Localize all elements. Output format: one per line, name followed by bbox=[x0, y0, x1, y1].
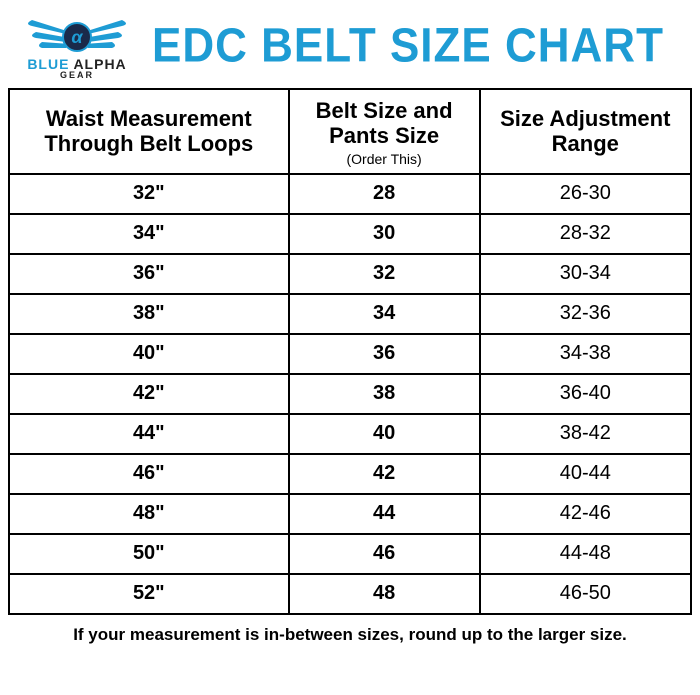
table-row: 38"3432-36 bbox=[9, 294, 691, 334]
wings-icon: α bbox=[22, 12, 132, 58]
table-row: 50"4644-48 bbox=[9, 534, 691, 574]
cell-belt: 44 bbox=[289, 494, 480, 534]
size-chart-page: α BLUE ALPHA GEAR EDC BELT SIZE CHART Wa… bbox=[0, 0, 700, 645]
cell-belt: 48 bbox=[289, 574, 480, 614]
cell-range: 44-48 bbox=[480, 534, 691, 574]
cell-range: 34-38 bbox=[480, 334, 691, 374]
svg-text:α: α bbox=[71, 27, 83, 47]
col-header-belt: Belt Size and Pants Size (Order This) bbox=[289, 89, 480, 174]
table-row: 34"3028-32 bbox=[9, 214, 691, 254]
col-header-waist: Waist Measurement Through Belt Loops bbox=[9, 89, 289, 174]
cell-range: 46-50 bbox=[480, 574, 691, 614]
cell-waist: 38" bbox=[9, 294, 289, 334]
table-row: 52"4846-50 bbox=[9, 574, 691, 614]
cell-waist: 48" bbox=[9, 494, 289, 534]
col-header-belt-text: Belt Size and Pants Size bbox=[316, 98, 453, 148]
chart-title: EDC BELT SIZE CHART bbox=[152, 19, 664, 74]
cell-waist: 44" bbox=[9, 414, 289, 454]
cell-belt: 40 bbox=[289, 414, 480, 454]
table-row: 46"4240-44 bbox=[9, 454, 691, 494]
cell-belt: 32 bbox=[289, 254, 480, 294]
header: α BLUE ALPHA GEAR EDC BELT SIZE CHART bbox=[8, 12, 692, 88]
cell-waist: 32" bbox=[9, 174, 289, 214]
cell-range: 26-30 bbox=[480, 174, 691, 214]
cell-waist: 52" bbox=[9, 574, 289, 614]
table-row: 36"3230-34 bbox=[9, 254, 691, 294]
brand-logo: α BLUE ALPHA GEAR bbox=[12, 12, 142, 80]
cell-waist: 42" bbox=[9, 374, 289, 414]
cell-belt: 34 bbox=[289, 294, 480, 334]
cell-range: 30-34 bbox=[480, 254, 691, 294]
cell-belt: 36 bbox=[289, 334, 480, 374]
table-row: 44"4038-42 bbox=[9, 414, 691, 454]
cell-range: 32-36 bbox=[480, 294, 691, 334]
col-header-range: Size Adjustment Range bbox=[480, 89, 691, 174]
cell-waist: 36" bbox=[9, 254, 289, 294]
table-row: 48"4442-46 bbox=[9, 494, 691, 534]
cell-range: 38-42 bbox=[480, 414, 691, 454]
brand-subline: GEAR bbox=[60, 70, 94, 80]
table-header-row: Waist Measurement Through Belt Loops Bel… bbox=[9, 89, 691, 174]
cell-waist: 50" bbox=[9, 534, 289, 574]
table-row: 40"3634-38 bbox=[9, 334, 691, 374]
table-row: 42"3836-40 bbox=[9, 374, 691, 414]
cell-range: 36-40 bbox=[480, 374, 691, 414]
cell-waist: 34" bbox=[9, 214, 289, 254]
col-header-belt-sub: (Order This) bbox=[294, 151, 475, 167]
cell-belt: 46 bbox=[289, 534, 480, 574]
cell-waist: 46" bbox=[9, 454, 289, 494]
cell-belt: 30 bbox=[289, 214, 480, 254]
cell-range: 28-32 bbox=[480, 214, 691, 254]
cell-belt: 28 bbox=[289, 174, 480, 214]
table-row: 32"2826-30 bbox=[9, 174, 691, 214]
cell-waist: 40" bbox=[9, 334, 289, 374]
cell-belt: 42 bbox=[289, 454, 480, 494]
table-body: 32"2826-30 34"3028-32 36"3230-34 38"3432… bbox=[9, 174, 691, 614]
cell-range: 40-44 bbox=[480, 454, 691, 494]
cell-belt: 38 bbox=[289, 374, 480, 414]
footer-note: If your measurement is in-between sizes,… bbox=[8, 615, 692, 645]
size-chart-table: Waist Measurement Through Belt Loops Bel… bbox=[8, 88, 692, 615]
cell-range: 42-46 bbox=[480, 494, 691, 534]
col-header-range-text: Size Adjustment Range bbox=[500, 106, 670, 156]
col-header-waist-text: Waist Measurement Through Belt Loops bbox=[44, 106, 253, 156]
